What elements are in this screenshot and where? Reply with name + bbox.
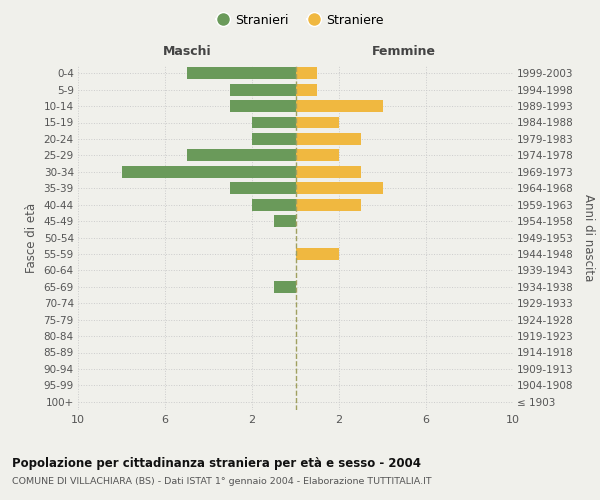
Bar bbox=[296, 133, 361, 145]
Bar bbox=[252, 198, 296, 210]
Bar bbox=[296, 150, 339, 162]
Bar bbox=[274, 215, 296, 227]
Text: Femmine: Femmine bbox=[372, 45, 436, 58]
Bar bbox=[296, 166, 361, 177]
Bar bbox=[121, 166, 296, 177]
Bar bbox=[252, 133, 296, 145]
Bar bbox=[187, 68, 296, 79]
Bar bbox=[230, 84, 296, 96]
Bar bbox=[230, 182, 296, 194]
Y-axis label: Fasce di età: Fasce di età bbox=[25, 202, 38, 272]
Legend: Stranieri, Straniere: Stranieri, Straniere bbox=[211, 8, 389, 32]
Bar bbox=[296, 84, 317, 96]
Text: COMUNE DI VILLACHIARA (BS) - Dati ISTAT 1° gennaio 2004 - Elaborazione TUTTITALI: COMUNE DI VILLACHIARA (BS) - Dati ISTAT … bbox=[12, 478, 431, 486]
Bar bbox=[296, 116, 339, 128]
Bar bbox=[296, 198, 361, 210]
Y-axis label: Anni di nascita: Anni di nascita bbox=[582, 194, 595, 281]
Bar bbox=[274, 281, 296, 292]
Bar bbox=[187, 150, 296, 162]
Text: Maschi: Maschi bbox=[163, 45, 211, 58]
Bar bbox=[296, 68, 317, 79]
Bar bbox=[252, 116, 296, 128]
Bar bbox=[230, 100, 296, 112]
Bar bbox=[296, 182, 383, 194]
Text: Popolazione per cittadinanza straniera per età e sesso - 2004: Popolazione per cittadinanza straniera p… bbox=[12, 458, 421, 470]
Bar bbox=[296, 100, 383, 112]
Bar bbox=[296, 248, 339, 260]
